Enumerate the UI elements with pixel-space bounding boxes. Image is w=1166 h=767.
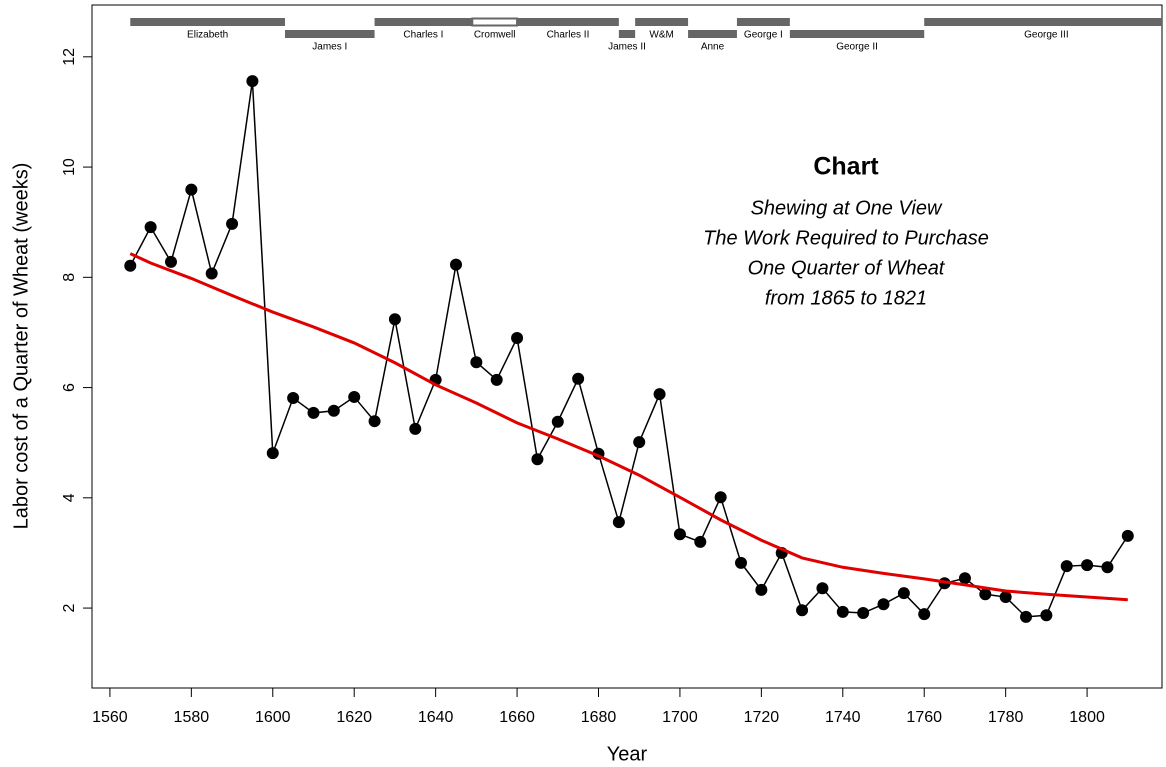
data-point — [633, 436, 646, 449]
x-tick-label: 1780 — [988, 709, 1024, 726]
chart-subtitle: The Work Required to Purchase — [703, 227, 989, 249]
data-point — [979, 588, 992, 601]
data-point — [796, 604, 809, 617]
data-point — [958, 572, 971, 585]
x-tick-label: 1600 — [255, 709, 291, 726]
reign-label: George III — [1024, 30, 1068, 41]
x-tick-label: 1740 — [825, 709, 861, 726]
data-point — [348, 390, 361, 403]
data-point — [836, 605, 849, 618]
data-point — [694, 535, 707, 548]
data-point — [409, 422, 422, 435]
data-point — [1121, 529, 1134, 542]
y-tick-label: 4 — [61, 493, 78, 502]
data-point — [470, 356, 483, 369]
smooth-line — [129, 252, 1128, 602]
data-point — [816, 582, 829, 595]
data-point — [735, 556, 748, 569]
data-point — [388, 313, 401, 326]
reign-bar — [688, 30, 737, 38]
reign-bar — [924, 18, 1162, 26]
data-point — [897, 587, 910, 600]
data-point — [511, 331, 524, 344]
y-tick-label: 8 — [61, 273, 78, 282]
reign-bar — [374, 18, 473, 26]
plot-area: Elizabeth James I Charles I Cromwell Charles… — [124, 17, 1162, 623]
x-tick-label: 1560 — [92, 709, 128, 726]
data-point — [572, 372, 585, 385]
data-point — [1081, 559, 1094, 572]
data-point — [246, 75, 259, 88]
data-point — [164, 255, 177, 268]
chart-subtitle: from 1865 to 1821 — [765, 287, 927, 309]
data-point — [1040, 609, 1053, 622]
chart-subtitle: One Quarter of Wheat — [748, 257, 946, 279]
data-point — [144, 221, 157, 234]
reign-bar — [471, 17, 519, 27]
x-tick-label: 1760 — [906, 709, 942, 726]
data-point — [368, 415, 381, 428]
x-tick-label: 1800 — [1069, 709, 1105, 726]
reign-label: James I — [312, 42, 347, 53]
data-point — [612, 516, 625, 529]
plot-frame — [91, 4, 1163, 689]
data-point — [124, 259, 137, 272]
reign-bar — [517, 18, 619, 26]
x-tick-label: 1640 — [418, 709, 454, 726]
reign-label: George II — [836, 42, 878, 53]
data-point — [1020, 610, 1033, 623]
x-tick-label: 1580 — [174, 709, 210, 726]
reign-bar — [130, 18, 285, 26]
data-point — [877, 598, 890, 611]
data-point — [551, 415, 564, 428]
data-point — [714, 491, 727, 504]
reign-label: Cromwell — [474, 30, 516, 41]
y-axis-label: Labor cost of a Quarter of Wheat (weeks) — [10, 163, 32, 530]
y-tick-label: 6 — [61, 383, 78, 392]
data-point — [673, 528, 686, 541]
chart-title: Chart — [813, 153, 879, 181]
x-tick-label: 1720 — [744, 709, 780, 726]
x-tick-label: 1620 — [336, 709, 372, 726]
y-tick-label: 12 — [61, 48, 78, 66]
data-point — [266, 447, 279, 460]
data-point — [1101, 561, 1114, 574]
reign-label: Elizabeth — [187, 30, 228, 41]
reign-bar — [284, 30, 375, 38]
y-tick-label: 10 — [61, 158, 78, 176]
data-point — [999, 591, 1012, 604]
data-point — [449, 258, 462, 271]
reign-label: George I — [744, 30, 783, 41]
data-point — [490, 373, 503, 386]
data-point — [755, 583, 768, 596]
data-point — [857, 607, 870, 620]
x-axis-label: Year — [607, 743, 648, 765]
chart-subtitle: Shewing at One View — [751, 197, 943, 219]
x-tick-label: 1700 — [662, 709, 698, 726]
reign-bar — [635, 18, 689, 26]
data-point — [307, 406, 320, 419]
data-point — [1060, 560, 1073, 573]
reign-label: W&M — [649, 30, 673, 41]
reign-label: Charles II — [547, 30, 590, 41]
data-point — [327, 404, 340, 417]
data-point — [653, 388, 666, 401]
reign-bar — [618, 30, 636, 38]
data-point — [287, 392, 300, 405]
data-point — [531, 453, 544, 466]
reign-label: Anne — [701, 42, 725, 53]
data-point — [918, 608, 931, 621]
reign-bar — [736, 18, 790, 26]
reign-bar — [789, 30, 925, 38]
y-tick-label: 2 — [61, 604, 78, 613]
data-point — [226, 217, 239, 230]
x-tick-label: 1680 — [581, 709, 617, 726]
data-line — [129, 80, 1129, 618]
reign-label: Charles I — [403, 30, 443, 41]
data-point — [205, 267, 218, 280]
x-tick-label: 1660 — [499, 709, 535, 726]
data-point — [185, 183, 198, 196]
reign-label: James II — [608, 42, 646, 53]
